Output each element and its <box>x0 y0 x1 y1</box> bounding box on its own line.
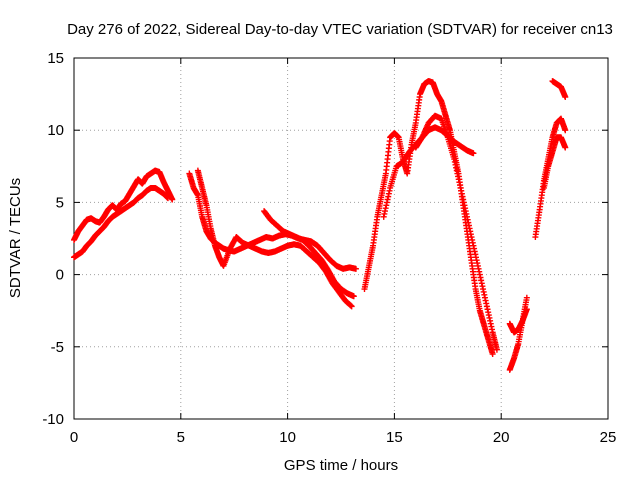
y-tick-label: 10 <box>47 122 64 139</box>
data-point <box>562 127 569 134</box>
data-point <box>352 265 359 272</box>
x-tick-label: 5 <box>177 429 185 446</box>
chart-title: Day 276 of 2022, Sidereal Day-to-day VTE… <box>67 21 613 38</box>
series-trace-l <box>540 134 569 191</box>
x-tick-label: 0 <box>70 429 78 446</box>
y-tick-label: -5 <box>51 339 64 356</box>
x-axis-label: GPS time / hours <box>284 457 398 474</box>
series-trace-h <box>412 112 500 353</box>
y-tick-label: 15 <box>47 50 64 67</box>
x-tick-label: 20 <box>493 429 510 446</box>
series-trace-b <box>71 184 171 261</box>
tick-labels: 0 5 10 15 20 25 -10 -5 0 5 10 15 <box>42 50 616 446</box>
data-point <box>562 144 569 151</box>
data-points <box>71 78 569 373</box>
data-point <box>562 93 569 100</box>
y-tick-label: 0 <box>56 267 64 284</box>
y-tick-label: -10 <box>42 411 64 428</box>
series-trace-f <box>361 78 496 358</box>
x-tick-label: 25 <box>600 429 617 446</box>
x-tick-label: 10 <box>279 429 296 446</box>
x-tick-label: 15 <box>386 429 403 446</box>
data-point <box>489 351 496 358</box>
data-point <box>493 346 500 353</box>
series-trace-m <box>549 78 569 100</box>
tick-marks <box>73 57 609 420</box>
data-point <box>164 195 171 202</box>
data-point <box>348 303 355 310</box>
series-trace-a <box>71 167 176 243</box>
series-trace-j <box>506 306 530 336</box>
data-point <box>523 294 530 301</box>
data-point <box>169 196 176 203</box>
series-trace-e <box>261 208 357 300</box>
y-tick-label: 5 <box>56 194 64 211</box>
data-point <box>523 306 530 313</box>
data-point <box>350 293 357 300</box>
y-axis-label: SDTVAR / TECUs <box>7 178 24 298</box>
data-point <box>470 150 477 157</box>
